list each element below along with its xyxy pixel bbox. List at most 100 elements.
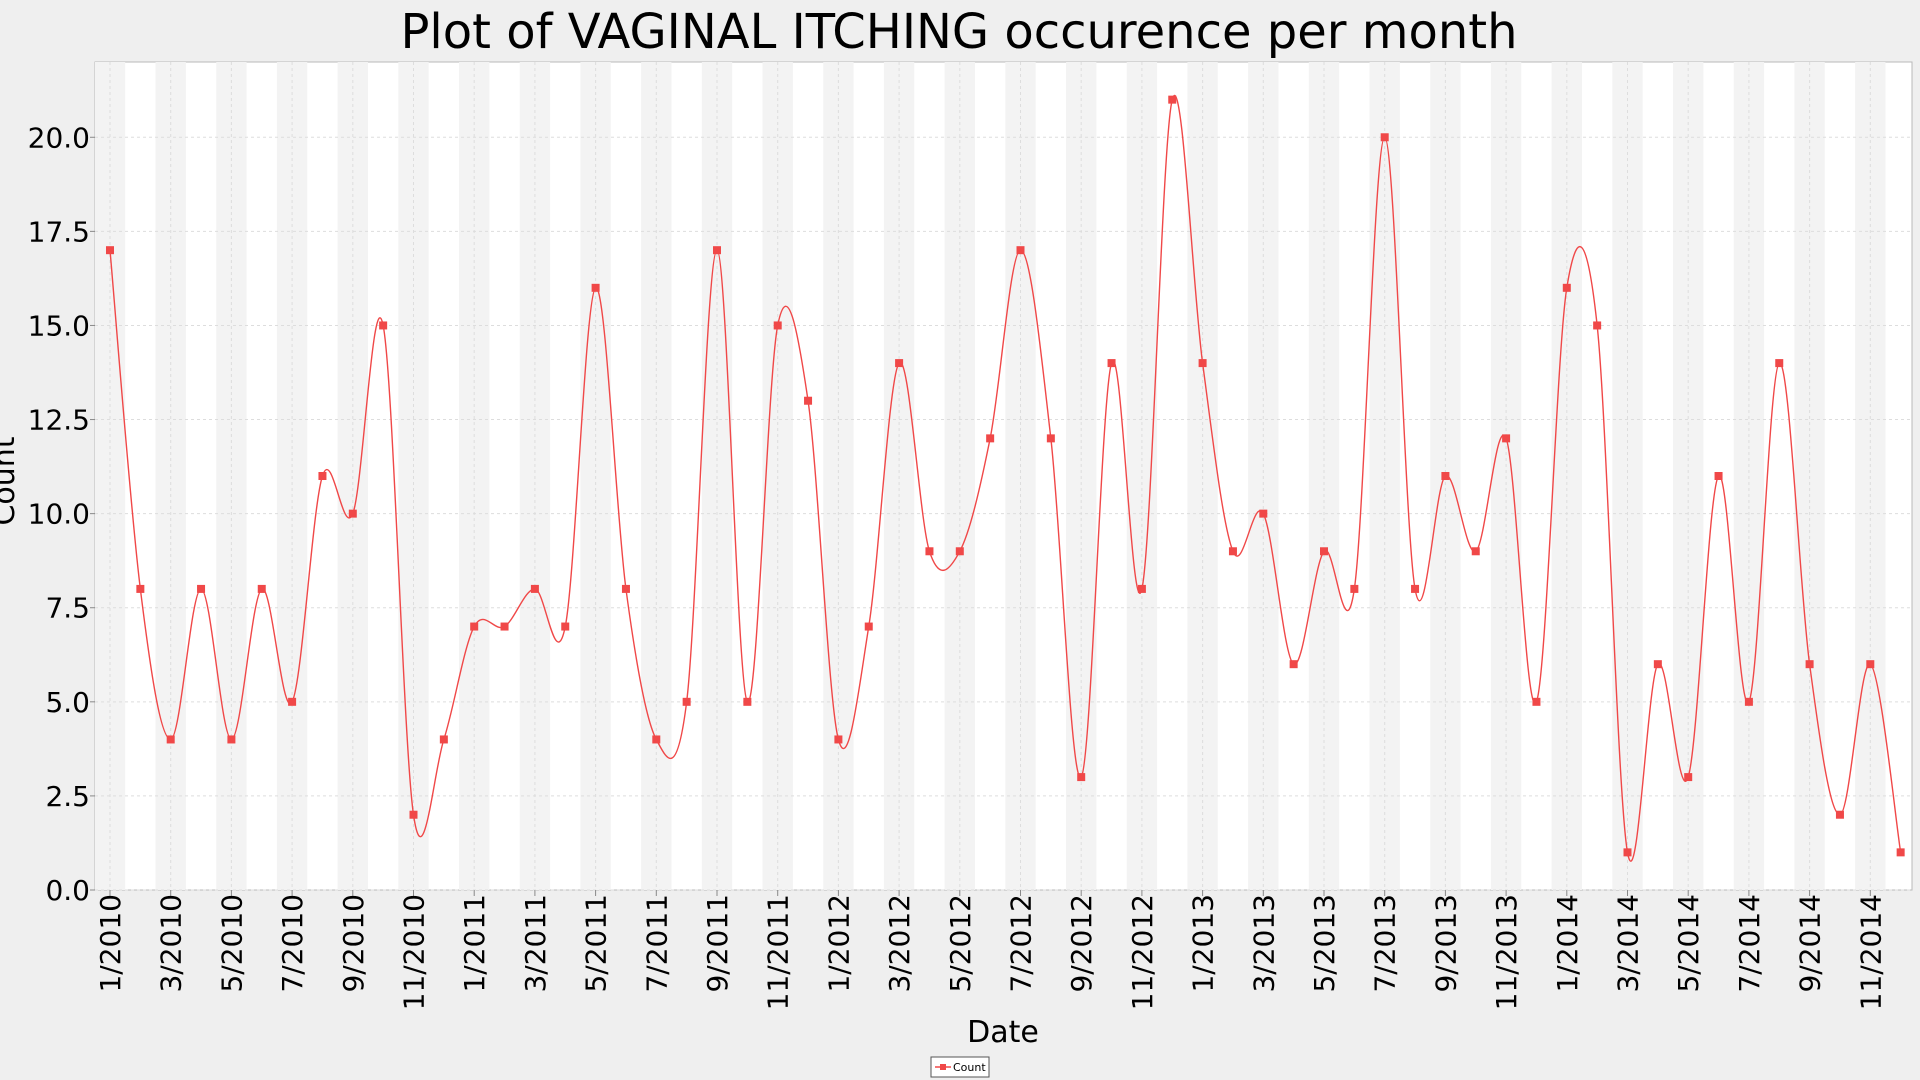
data-point: [1623, 848, 1632, 857]
data-point: [1350, 584, 1359, 593]
x-tick-label: 9/2014: [1794, 894, 1827, 993]
x-tick-label: 3/2012: [883, 894, 916, 993]
data-point: [136, 584, 145, 593]
data-point: [773, 321, 782, 330]
data-point: [804, 396, 813, 405]
y-tick-label: 5.0: [45, 686, 90, 719]
x-tick-label: 7/2012: [1005, 894, 1038, 993]
data-point: [106, 246, 114, 255]
data-point: [318, 472, 327, 480]
data-point: [713, 246, 721, 255]
x-tick-label: 11/2010: [398, 894, 431, 1010]
data-point: [530, 584, 539, 593]
plot-area: [94, 61, 1913, 891]
data-point: [166, 735, 175, 744]
x-tick-label: 3/2014: [1612, 894, 1645, 993]
data-point: [1320, 547, 1328, 556]
data-point: [1228, 547, 1237, 556]
x-tick-label: 9/2012: [1065, 894, 1098, 993]
data-point: [1714, 472, 1723, 480]
legend-box: [930, 1056, 990, 1078]
data-point: [895, 359, 904, 368]
x-tick-label: 7/2010: [276, 894, 309, 993]
x-tick-label: 11/2014: [1854, 894, 1887, 1010]
x-tick-label: 7/2011: [640, 894, 673, 993]
data-point: [257, 584, 266, 593]
data-point: [470, 622, 479, 631]
data-point: [409, 810, 418, 819]
data-point: [1441, 472, 1450, 480]
data-point: [197, 584, 206, 593]
x-tick-label: 3/2011: [519, 894, 552, 993]
x-tick-label: 9/2010: [337, 894, 370, 993]
y-axis: 0.0 2.5 5.0 7.5 10.0 12.5 15.0 17.5 20.0: [28, 121, 95, 907]
data-point: [682, 697, 691, 706]
x-tick-label: 9/2011: [701, 894, 734, 993]
legend-marker: [940, 1064, 946, 1070]
x-tick-label: 9/2013: [1429, 894, 1462, 993]
data-point: [227, 735, 236, 744]
data-point: [1380, 133, 1389, 142]
x-tick-label: 5/2013: [1308, 894, 1341, 993]
data-point: [439, 735, 448, 744]
data-point: [1896, 848, 1905, 857]
data-point: [621, 584, 630, 593]
data-point: [1077, 773, 1086, 782]
data-point: [955, 547, 964, 556]
data-point: [743, 697, 752, 706]
data-point: [1168, 95, 1177, 104]
data-point: [379, 321, 388, 330]
data-point: [591, 283, 600, 292]
x-tick-label: 1/2011: [458, 894, 491, 993]
legend-entry-count: Count: [953, 1061, 986, 1074]
data-point: [1137, 584, 1146, 593]
data-point: [986, 434, 995, 443]
x-tick-label: 5/2010: [215, 894, 248, 993]
y-tick-label: 0.0: [45, 874, 90, 907]
data-point: [348, 509, 357, 518]
gridlines: [95, 62, 1912, 891]
data-point: [1653, 660, 1662, 669]
data-point: [1411, 584, 1420, 593]
data-point: [1289, 660, 1298, 669]
data-point: [1107, 359, 1116, 368]
data-point: [288, 697, 297, 706]
x-tick-label: 1/2010: [94, 894, 127, 993]
y-tick-label: 7.5: [45, 592, 90, 625]
x-tick-label: 7/2014: [1733, 894, 1766, 993]
data-point: [925, 547, 934, 556]
x-tick-label: 3/2013: [1247, 894, 1280, 993]
x-axis: 1/2010 3/2010 5/2010 7/2010 9/2010 11/2010 1/2…: [94, 890, 1887, 1010]
x-tick-label: 1/2013: [1187, 894, 1220, 993]
chart-title: Plot of VAGINAL ITCHING occurence per mo…: [400, 4, 1517, 60]
data-point: [1593, 321, 1602, 330]
y-tick-label: 15.0: [28, 309, 90, 342]
y-tick-label: 20.0: [28, 121, 90, 154]
y-tick-label: 17.5: [28, 215, 90, 248]
x-tick-label: 5/2012: [944, 894, 977, 993]
y-axis-label: Count: [0, 436, 22, 525]
legend: Count: [930, 1056, 990, 1078]
x-tick-label: 5/2014: [1672, 894, 1705, 993]
data-point: [1532, 697, 1541, 706]
x-tick-label: 7/2013: [1369, 894, 1402, 993]
data-point: [1684, 773, 1693, 782]
data-point: [1835, 810, 1844, 819]
x-tick-label: 1/2014: [1551, 894, 1584, 993]
x-axis-label: Date: [967, 1015, 1039, 1050]
x-tick-label: 11/2013: [1490, 894, 1523, 1010]
data-point: [864, 622, 873, 631]
data-point: [1016, 246, 1025, 255]
y-tick-label: 2.5: [45, 780, 90, 813]
data-point: [500, 622, 509, 631]
data-point: [1259, 509, 1268, 518]
data-point: [1471, 547, 1480, 556]
data-point: [1744, 697, 1753, 706]
data-point: [834, 735, 843, 744]
data-point: [1562, 283, 1571, 292]
data-point: [1775, 359, 1784, 368]
x-tick-label: 5/2011: [580, 894, 613, 993]
data-point: [1502, 434, 1511, 443]
y-tick-label: 12.5: [28, 404, 90, 437]
data-points: [106, 95, 1905, 857]
